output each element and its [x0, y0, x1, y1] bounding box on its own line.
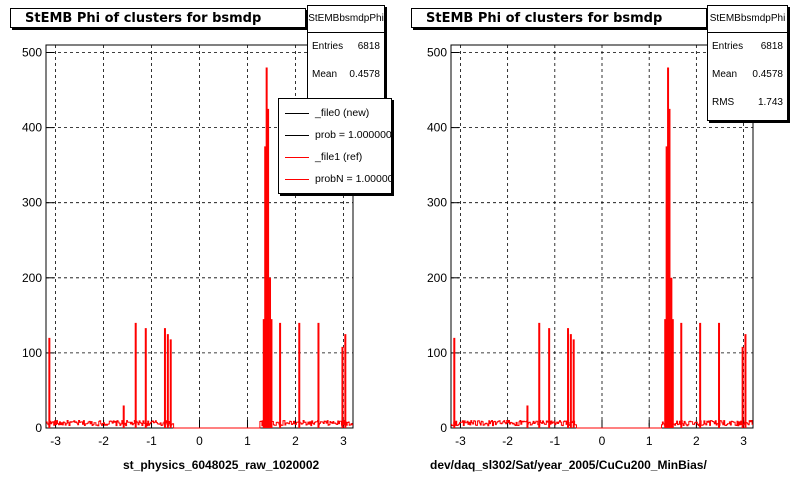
- left-x-tick-label: -2: [98, 434, 109, 448]
- right-x-axis-title: dev/daq_sl302/Sat/year_2005/CuCu200_MinB…: [430, 458, 707, 472]
- right-y-tick-label: 400: [427, 121, 447, 135]
- right-stats-row-rms: RMS 1.743: [708, 89, 787, 117]
- legend-line-file1: [285, 157, 309, 158]
- left-x-axis-title: st_physics_6048025_raw_1020002: [123, 458, 320, 472]
- left-y-tick-label: 100: [22, 346, 42, 360]
- left-y-tick-label: 0: [35, 421, 42, 435]
- right-x-tick-label: -3: [455, 434, 466, 448]
- right-stats-entries-label: Entries: [712, 41, 744, 52]
- left-x-tick-label: 1: [244, 434, 251, 448]
- legend-label-probn: probN = 1.000000: [315, 173, 392, 185]
- right-stats-mean-label: Mean: [712, 69, 738, 80]
- legend-line-file0: [285, 113, 309, 114]
- right-stats-mean-value: 0.4578: [752, 69, 783, 80]
- left-stats-name: StEMBbsmdpPhi: [308, 6, 384, 33]
- left-legend: _file0 (new) prob = 1.000000 _file1 (ref…: [278, 98, 392, 194]
- right-stats-rms-value: 1.743: [757, 97, 783, 108]
- legend-label-file0: _file0 (new): [315, 107, 370, 119]
- legend-item-prob: prob = 1.000000: [279, 124, 391, 146]
- left-stats-row-entries: Entries 6818: [308, 33, 384, 61]
- right-y-tick-label: 500: [427, 46, 447, 60]
- left-stats-entries-label: Entries: [312, 41, 344, 52]
- right-stats-row-entries: Entries 6818: [708, 33, 787, 61]
- legend-label-prob: prob = 1.000000: [315, 129, 392, 141]
- legend-item-probn: probN = 1.000000: [279, 168, 391, 190]
- right-x-tick-label: -2: [502, 434, 513, 448]
- left-y-tick-label: 500: [22, 46, 42, 60]
- right-x-tick-label: 2: [693, 434, 700, 448]
- right-plot-title: StEMB Phi of clusters for bsmdp: [411, 8, 707, 28]
- left-stats-mean-value: 0.4578: [349, 69, 380, 80]
- right-x-tick-label: 0: [599, 434, 606, 448]
- right-baseline-series: [451, 420, 753, 429]
- left-stats-mean-label: Mean: [312, 69, 338, 80]
- right-y-tick-label: 100: [427, 346, 447, 360]
- right-y-tick-label: 200: [427, 271, 447, 285]
- left-x-tick-label: 3: [340, 434, 347, 448]
- left-x-tick-label: -3: [50, 434, 61, 448]
- left-y-tick-label: 400: [22, 121, 42, 135]
- left-baseline-series: [46, 420, 353, 429]
- right-stats-entries-value: 6818: [760, 41, 783, 52]
- legend-label-file1: _file1 (ref): [315, 151, 363, 163]
- left-stats-row-mean: Mean 0.4578: [308, 61, 384, 89]
- right-stats-row-mean: Mean 0.4578: [708, 61, 787, 89]
- right-y-tick-label: 0: [440, 421, 447, 435]
- right-x-tick-label: 1: [646, 434, 653, 448]
- left-y-tick-label: 200: [22, 271, 42, 285]
- legend-item-file1: _file1 (ref): [279, 146, 391, 168]
- right-stats-name: StEMBbsmdpPhi: [708, 6, 787, 33]
- right-x-tick-label: -1: [549, 434, 560, 448]
- right-y-tick-label: 300: [427, 196, 447, 210]
- left-x-tick-label: 0: [196, 434, 203, 448]
- legend-line-prob: [285, 135, 309, 136]
- right-stats-box: StEMBbsmdpPhi Entries 6818 Mean 0.4578 R…: [707, 5, 788, 121]
- left-plot-title: StEMB Phi of clusters for bsmdp: [10, 8, 306, 28]
- legend-line-probn: [285, 179, 309, 180]
- left-x-tick-label: 2: [292, 434, 299, 448]
- left-x-tick-label: -1: [146, 434, 157, 448]
- left-y-tick-label: 300: [22, 196, 42, 210]
- right-plot-pad: -3 -2 -1 0 1 2 3 0 100 200 300 400 500: [427, 44, 754, 448]
- right-stats-rms-label: RMS: [712, 97, 735, 108]
- left-stats-box: StEMBbsmdpPhi Entries 6818 Mean 0.4578: [307, 5, 385, 103]
- right-x-tick-label: 3: [740, 434, 747, 448]
- legend-item-file0: _file0 (new): [279, 102, 391, 124]
- left-stats-entries-value: 6818: [357, 41, 380, 52]
